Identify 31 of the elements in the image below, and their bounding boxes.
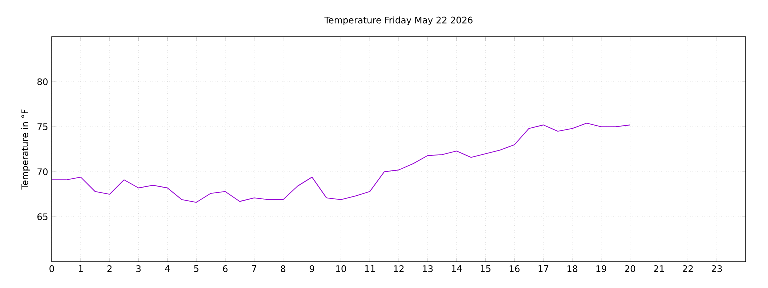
x-tick-label: 3: [136, 266, 141, 272]
x-tick-label: 21: [654, 266, 664, 272]
x-tick-label: 5: [194, 266, 199, 272]
y-tick-label: 80: [38, 78, 48, 86]
y-tick-label: 65: [38, 214, 48, 220]
x-tick-label: 7: [252, 266, 257, 272]
x-tick-label: 16: [510, 266, 520, 272]
x-tick-label: 4: [165, 266, 170, 272]
x-tick-label: 6: [223, 266, 228, 272]
x-tick-label: 20: [625, 266, 636, 272]
x-tick-label: 22: [683, 266, 693, 272]
x-tick-label: 14: [452, 266, 462, 272]
y-tick-label: 75: [38, 124, 48, 130]
y-tick-label: 70: [38, 168, 48, 176]
x-tick-label: 8: [281, 266, 286, 272]
x-tick-label: 10: [336, 266, 346, 272]
x-tick-label: 1: [79, 266, 83, 272]
x-tick-label: 18: [568, 266, 578, 272]
x-tick-label: 23: [712, 266, 722, 272]
line-series: [52, 122, 631, 203]
chart-title: Temperature Friday May 22 2026: [324, 16, 473, 26]
x-tick-label: 13: [423, 266, 433, 272]
x-tick-label: 2: [108, 266, 112, 272]
y-axis-title: Temperature in °F: [21, 110, 30, 190]
x-tick-label: 11: [365, 266, 375, 272]
x-tick-label: 12: [394, 266, 404, 272]
x-tick-label: 15: [481, 266, 491, 272]
x-tick-label: 17: [538, 266, 549, 272]
x-tick-label: 9: [310, 266, 314, 272]
x-tick-label: 0: [50, 266, 54, 272]
x-tick-label: 19: [596, 266, 607, 272]
